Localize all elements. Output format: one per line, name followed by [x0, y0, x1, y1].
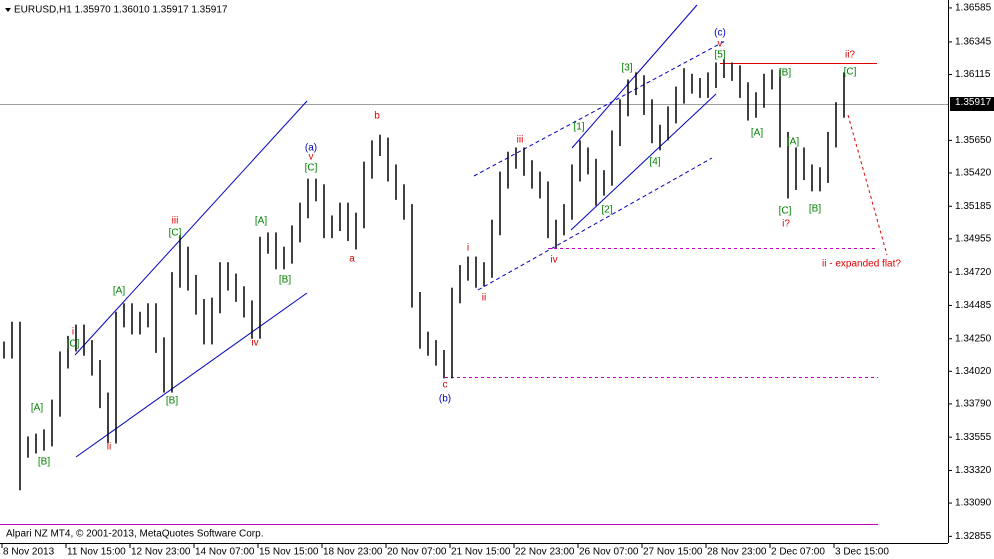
wave-label: v	[309, 152, 314, 163]
y-tick-label: 1.34955	[955, 233, 992, 244]
wave-label: [5]	[714, 50, 725, 61]
wave-label: iii	[517, 135, 524, 146]
y-tick-label: 1.33320	[955, 465, 992, 476]
wave-label: ii	[107, 442, 111, 453]
x-tick-label: 12 Nov 23:00	[131, 547, 191, 558]
trend-line	[570, 93, 717, 231]
wave-label: i?	[782, 219, 790, 230]
wave-label: [A]	[255, 216, 267, 227]
y-tick-label: 1.33790	[955, 399, 992, 410]
wave-label: [B]	[38, 457, 50, 468]
wave-label: [B]	[779, 68, 791, 79]
wave-label: [4]	[649, 157, 660, 168]
x-tick-label: 3 Dec 15:00	[835, 547, 889, 558]
y-tick-label: 1.35650	[955, 135, 992, 146]
wave-label: [1]	[573, 122, 584, 133]
wave-label: [C]	[169, 228, 182, 239]
trend-line	[74, 100, 308, 356]
wave-label: iv	[550, 255, 557, 266]
wave-label: iii	[172, 216, 179, 227]
y-tick-label: 1.36585	[955, 3, 992, 14]
x-tick-label: 26 Nov 07:00	[579, 547, 639, 558]
wave-label: [A]	[31, 403, 43, 414]
wave-label: [C]	[844, 67, 857, 78]
x-tick-label: 2 Dec 07:00	[771, 547, 825, 558]
wave-label: i	[467, 243, 469, 254]
wave-label: (a)	[305, 143, 317, 154]
x-tick-label: 28 Nov 23:00	[707, 547, 767, 558]
wave-label: [A]	[113, 286, 125, 297]
wave-label: a	[349, 254, 355, 265]
wave-label: ii - expanded flat?	[822, 259, 901, 270]
chart-title: EURUSD,H1 1.35970 1.36010 1.35917 1.3591…	[14, 5, 228, 16]
wave-label: [B]	[279, 275, 291, 286]
y-tick-label: 1.35185	[955, 201, 992, 212]
trend-line	[75, 292, 308, 458]
wave-label: i	[72, 327, 74, 338]
x-tick-label: 18 Nov 23:00	[323, 547, 383, 558]
drawings	[0, 4, 888, 525]
copyright: Alpari NZ MT4, © 2001-2013, MetaQuotes S…	[6, 529, 263, 540]
wave-label: ii	[482, 293, 486, 304]
wave-label: [C]	[305, 163, 318, 174]
wave-label: [A]	[787, 137, 799, 148]
wave-label: c	[443, 380, 448, 391]
menu-icon[interactable]	[5, 8, 11, 12]
wave-label: [3]	[621, 63, 632, 74]
y-tick-label: 1.35420	[955, 168, 992, 179]
x-tick-label: 22 Nov 23:00	[515, 547, 575, 558]
wave-label: [B]	[166, 396, 178, 407]
y-tick-label: 1.34720	[955, 267, 992, 278]
wave-label: [C]	[67, 339, 80, 350]
wave-label: [A]	[751, 128, 763, 139]
price-tag	[950, 97, 994, 111]
channel-line	[477, 157, 713, 291]
x-tick-label: 14 Nov 07:00	[195, 547, 255, 558]
current-price-label: 1.35917	[955, 97, 992, 108]
wave-label: v	[718, 39, 723, 50]
x-tick-label: 20 Nov 07:00	[387, 547, 447, 558]
wave-label: [2]	[601, 205, 612, 216]
y-tick-label: 1.36115	[955, 69, 991, 80]
y-tick-label: 1.34485	[955, 300, 992, 311]
trend-line	[571, 4, 698, 149]
wave-label: ii?	[845, 50, 855, 61]
wave-label: iv	[251, 338, 258, 349]
wave-label: (c)	[714, 28, 726, 39]
channel-line	[473, 39, 728, 177]
y-tick-label: 1.33090	[955, 498, 992, 509]
y-tick-label: 1.32855	[955, 531, 992, 542]
y-tick-label: 1.36345	[955, 37, 992, 48]
wave-label: b	[374, 111, 380, 122]
x-tick-label: 27 Nov 15:00	[643, 547, 703, 558]
wave-label: (b)	[439, 394, 451, 405]
y-tick-label: 1.34250	[955, 333, 992, 344]
x-tick-label: 15 Nov 15:00	[259, 547, 319, 558]
wave-label: [C]	[779, 206, 792, 217]
y-tick-label: 1.34020	[955, 366, 992, 377]
y-tick-label: 1.33555	[955, 432, 992, 443]
projection-line	[847, 114, 888, 256]
x-tick-label: 8 Nov 2013	[3, 547, 55, 558]
x-tick-label: 11 Nov 15:00	[67, 547, 126, 558]
wave-label: [B]	[809, 204, 821, 215]
x-tick-label: 21 Nov 15:00	[451, 547, 511, 558]
